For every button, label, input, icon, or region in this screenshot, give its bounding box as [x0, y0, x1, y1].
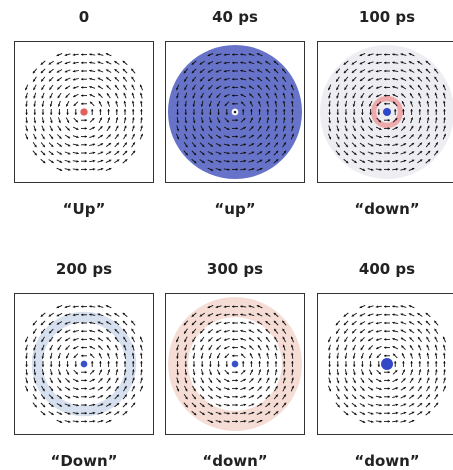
vortex-plot	[165, 41, 305, 183]
vortex-core	[383, 108, 391, 116]
vortex-svg	[165, 41, 305, 183]
vortex-svg	[165, 293, 305, 435]
panel-time-label: 400 ps	[317, 260, 453, 278]
polarity-label: “Up”	[14, 200, 154, 218]
polarity-label: “down”	[317, 200, 453, 218]
panel-time-label: 40 ps	[165, 8, 305, 26]
vortex-svg	[317, 293, 453, 435]
vortex-plot	[14, 293, 154, 435]
vortex-core	[381, 358, 393, 370]
panel-time-label: 0	[14, 8, 154, 26]
vortex-svg	[14, 41, 154, 183]
vortex-svg	[14, 293, 154, 435]
polarity-label: “Down”	[14, 452, 154, 470]
polarity-label: “down”	[165, 452, 305, 470]
vortex-core-dot	[234, 111, 237, 114]
polarity-label: “up”	[165, 200, 305, 218]
vortex-core	[232, 361, 239, 368]
vortex-svg	[317, 41, 453, 183]
panel-time-label: 100 ps	[317, 8, 453, 26]
vortex-core	[80, 108, 87, 115]
vortex-core	[81, 361, 88, 368]
polarity-label: “down”	[317, 452, 453, 470]
vortex-plot	[317, 293, 453, 435]
vortex-plot	[14, 41, 154, 183]
panel-time-label: 300 ps	[165, 260, 305, 278]
panel-time-label: 200 ps	[14, 260, 154, 278]
vortex-plot	[317, 41, 453, 183]
vortex-plot	[165, 293, 305, 435]
